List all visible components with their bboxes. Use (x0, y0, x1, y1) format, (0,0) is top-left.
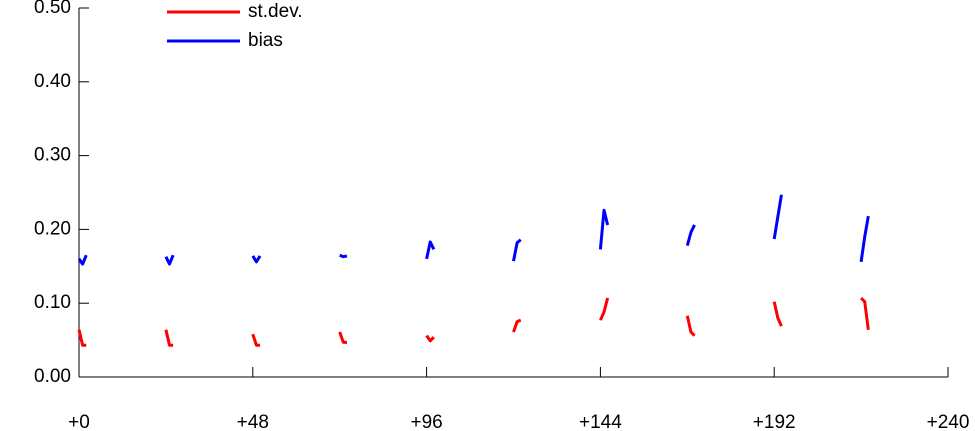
legend-label: st.dev. (248, 1, 303, 22)
x-tick-label: +192 (753, 412, 796, 431)
x-tick-label: +0 (68, 412, 90, 431)
y-tick-label: 0.40 (34, 71, 71, 92)
y-tick-label: 0.30 (34, 145, 71, 166)
y-tick-label: 0.00 (34, 366, 71, 387)
y-tick-label: 0.50 (34, 0, 71, 18)
y-tick-label: 0.20 (34, 218, 71, 239)
y-tick-label: 0.10 (34, 292, 71, 313)
x-tick-label: +96 (410, 412, 442, 431)
series-line (77, 296, 870, 347)
x-tick-label: +48 (237, 412, 269, 431)
x-tick-label: +240 (927, 412, 970, 431)
series-line (77, 194, 870, 266)
x-tick-label: +144 (579, 412, 622, 431)
legend-label: bias (248, 30, 283, 51)
